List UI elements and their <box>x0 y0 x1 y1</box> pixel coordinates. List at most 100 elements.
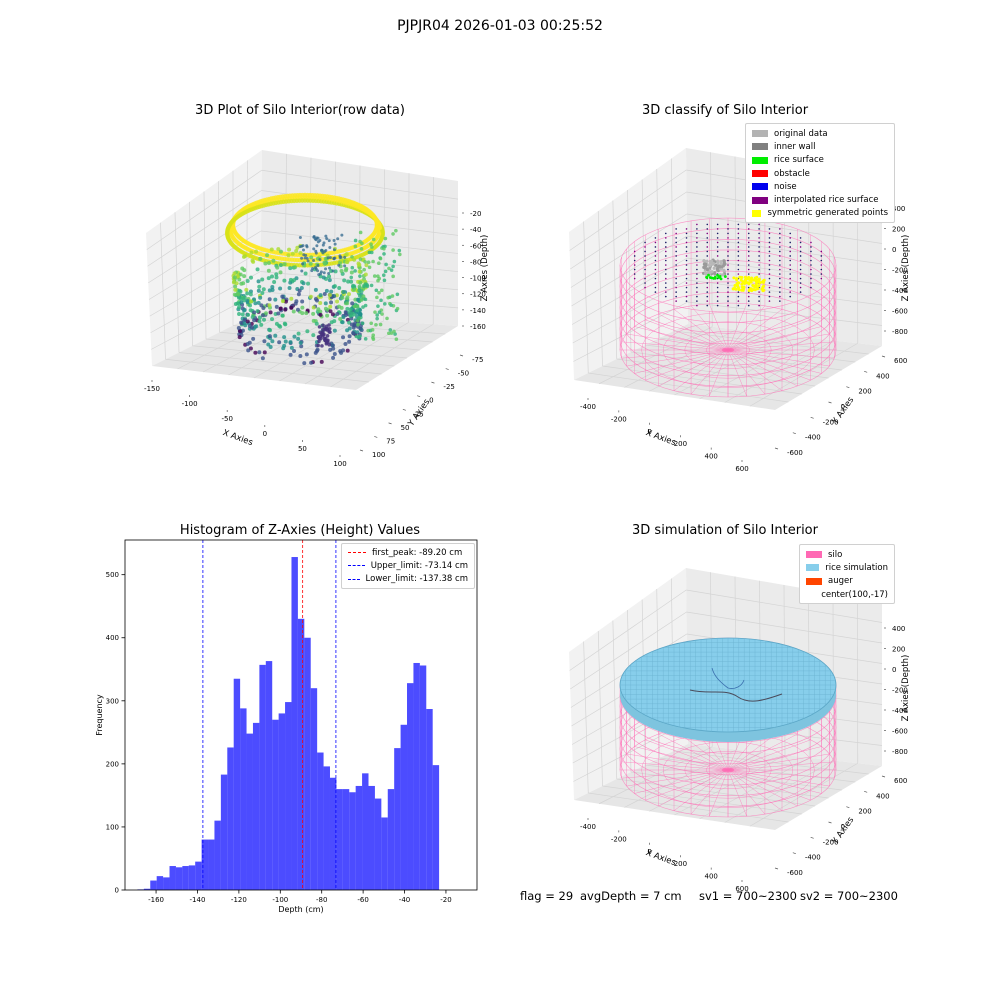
data-point <box>371 333 376 337</box>
data-point <box>338 349 343 354</box>
data-point <box>281 199 286 205</box>
grid-line <box>687 677 883 705</box>
data-point <box>302 258 308 263</box>
data-point <box>291 303 296 308</box>
data-point <box>358 311 363 316</box>
interpolated-point <box>799 282 802 284</box>
interpolated-point <box>789 237 792 239</box>
histogram-bar <box>387 789 395 890</box>
data-point <box>297 263 302 268</box>
grid-line <box>160 222 166 360</box>
interpolated-point <box>810 241 812 244</box>
interpolated-point <box>675 232 677 235</box>
data-point <box>361 246 367 251</box>
interpolated-point <box>768 250 771 253</box>
tick-mark <box>459 354 464 357</box>
data-point <box>288 340 293 345</box>
interpolated-point <box>664 291 667 293</box>
data-point <box>343 253 348 258</box>
data-point <box>262 247 267 253</box>
data-point <box>231 280 236 285</box>
data-point <box>235 270 240 275</box>
interpolated-point <box>779 255 781 257</box>
rice-surface-point <box>707 273 710 277</box>
tick-mark <box>417 395 421 398</box>
interpolated-point <box>810 286 812 289</box>
data-point <box>356 279 361 284</box>
data-point <box>374 225 379 231</box>
data-point <box>331 284 336 289</box>
data-point <box>256 288 261 293</box>
data-point <box>329 200 334 205</box>
inner-wall-point <box>709 270 713 275</box>
data-point <box>370 233 375 238</box>
data-point <box>362 267 366 272</box>
data-point <box>260 198 265 203</box>
data-point <box>321 199 327 204</box>
data-point <box>336 237 340 241</box>
interpolated-point <box>675 237 677 239</box>
interpolated-point <box>737 246 740 248</box>
interpolated-point <box>810 268 812 271</box>
rice-surface-point <box>717 276 721 279</box>
data-point <box>234 246 239 251</box>
legend-item-inner-wall: inner wall <box>752 140 888 153</box>
data-point <box>344 297 349 302</box>
interpolated-point <box>737 277 740 280</box>
grid-line <box>602 785 802 815</box>
data-point <box>263 200 268 205</box>
grid-line <box>260 291 459 309</box>
grid-line <box>583 641 589 794</box>
data-point <box>234 214 239 219</box>
interpolated-point <box>820 277 823 280</box>
data-point <box>381 273 386 278</box>
inner-wall-point <box>713 272 717 276</box>
data-point <box>234 270 239 275</box>
floor-pane <box>574 324 882 410</box>
z-axis-label: Z Axies (Depth) <box>901 235 911 302</box>
data-point <box>354 206 360 212</box>
legend-swatch <box>752 183 768 191</box>
interpolated-point <box>716 223 719 226</box>
interpolated-point <box>779 277 781 280</box>
silo-floor-spoke <box>690 769 729 815</box>
interpolated-point <box>706 255 709 257</box>
silo-floor-spoke <box>727 349 747 397</box>
interpolated-point <box>810 277 812 280</box>
inner-wall-point <box>723 262 727 266</box>
data-point <box>327 274 332 279</box>
data-point <box>367 235 372 241</box>
data-point <box>319 314 324 319</box>
data-point <box>377 225 383 231</box>
data-point <box>265 199 270 205</box>
inner-wall-point <box>719 265 724 270</box>
data-point <box>325 197 331 202</box>
histogram-bar <box>169 866 176 890</box>
data-point <box>235 214 240 219</box>
data-point <box>257 257 262 262</box>
data-point <box>275 250 281 256</box>
data-point <box>351 288 356 293</box>
data-point <box>359 289 364 294</box>
interpolated-point <box>685 228 688 230</box>
interpolated-point <box>789 259 792 262</box>
inner-wall-point <box>721 264 725 268</box>
grid-line <box>205 338 408 359</box>
interpolated-point <box>768 273 771 275</box>
interpolated-point <box>716 232 719 235</box>
data-point <box>302 253 306 257</box>
data-point <box>292 348 297 353</box>
inner-wall-point <box>706 268 710 272</box>
grid-line <box>246 318 446 335</box>
data-point <box>231 217 237 222</box>
data-point <box>260 277 265 282</box>
symmetric-point <box>762 284 766 288</box>
data-point <box>370 247 375 252</box>
data-point <box>321 275 326 280</box>
data-point <box>248 308 253 313</box>
data-point <box>246 208 252 213</box>
tick-mark <box>881 355 886 358</box>
data-point <box>323 338 327 342</box>
data-point <box>266 276 271 281</box>
interpolated-point <box>758 250 760 253</box>
